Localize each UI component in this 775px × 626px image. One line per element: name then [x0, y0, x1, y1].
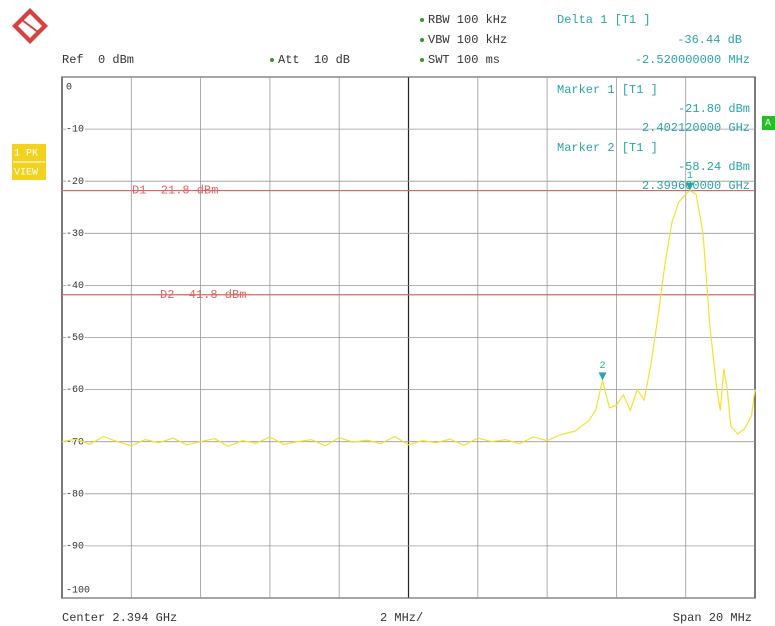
delta-frequency: -2.520000000 MHz [635, 53, 750, 67]
marker-label: 2 [600, 361, 606, 372]
marker-frequency: 2.402120000 GHz [642, 121, 750, 135]
center-label: Center 2.394 GHz [62, 611, 177, 625]
delta-level: -36.44 dB [677, 33, 742, 47]
ref-level: Ref 0 dBm [62, 53, 134, 67]
y-tick-label: -80 [66, 489, 84, 500]
marker [685, 182, 694, 191]
coupled-indicator [420, 58, 424, 62]
trace-label: 1 PK [14, 149, 38, 160]
logo-slash [21, 19, 39, 33]
y-tick-label: 0 [66, 83, 72, 94]
trace [61, 189, 756, 448]
status: A [765, 119, 771, 130]
marker-title: Marker 1 [T1 ] [557, 83, 658, 97]
span-label: Span 20 MHz [673, 611, 752, 625]
coupled-indicator [420, 18, 424, 22]
setting: VBW 100 kHz [428, 33, 507, 47]
setting: RBW 100 kHz [428, 13, 507, 27]
delta-title: Delta 1 [T1 ] [557, 13, 651, 27]
y-tick-label: -10 [66, 125, 84, 136]
coupled-indicator [420, 38, 424, 42]
division-label: 2 MHz/ [380, 611, 423, 625]
display-line-label: D1 -21.8 dBm [132, 184, 218, 198]
display-line-label: D2 -41.8 dBm [160, 288, 246, 302]
y-tick-label: -50 [66, 333, 84, 344]
y-tick-label: -30 [66, 229, 84, 240]
logo [12, 8, 48, 44]
y-tick-label: -20 [66, 177, 84, 188]
status-box [762, 116, 775, 130]
setting: SWT 100 ms [428, 53, 500, 67]
marker [598, 372, 607, 381]
marker-label: 1 [687, 171, 693, 182]
coupled-indicator [270, 58, 274, 62]
marker-level: -21.80 dBm [678, 102, 750, 116]
y-tick-label: -40 [66, 281, 84, 292]
y-tick-label: -70 [66, 437, 84, 448]
attenuation: Att 10 dB [278, 53, 350, 67]
marker-frequency: 2.399600000 GHz [642, 179, 750, 193]
y-tick-label: -90 [66, 542, 84, 553]
trace-label: VIEW [14, 168, 38, 179]
y-tick-label: -100 [66, 586, 90, 597]
marker-level: -58.24 dBm [678, 160, 750, 174]
marker-title: Marker 2 [T1 ] [557, 141, 658, 155]
y-tick-label: -60 [66, 385, 84, 396]
plot-area: 0 -10 -20 -30 -40 -50 -60 -70 -80 -90 -100 D1 -21.8… [61, 76, 756, 599]
